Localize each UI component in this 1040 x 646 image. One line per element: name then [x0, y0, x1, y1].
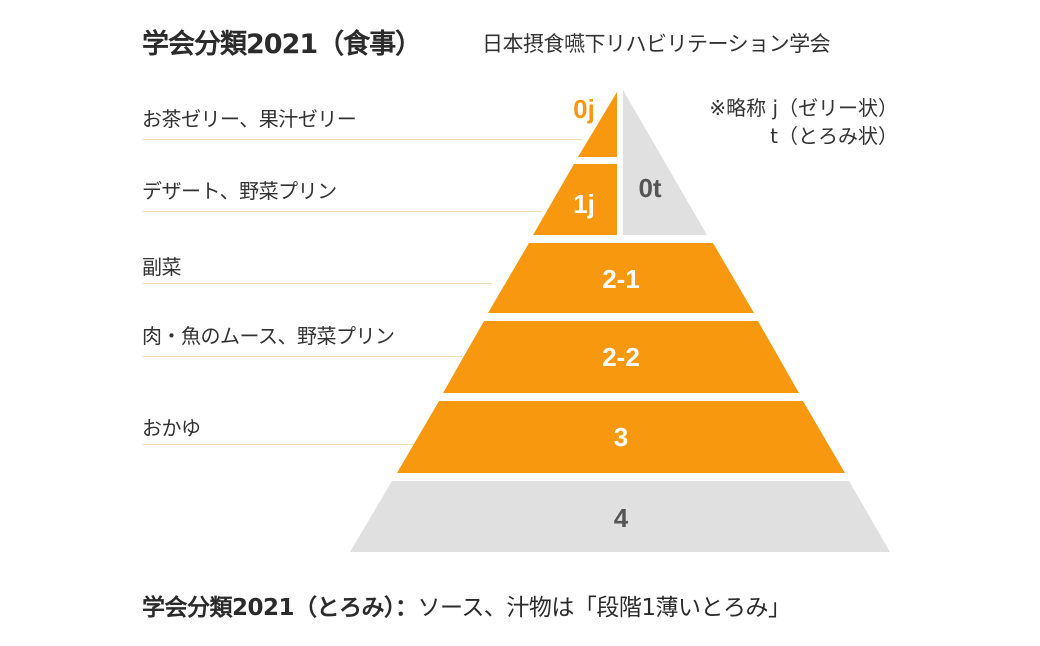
thickness-footnote: 学会分類2021（とろみ）：ソース、汁物は「段階1薄いとろみ」 [142, 588, 791, 622]
tier-2-1 [488, 243, 754, 313]
divider-rule [142, 444, 417, 445]
note-line-thick: t（とろみ状） [770, 124, 898, 148]
food-label-2-1: 副菜 [142, 255, 182, 279]
food-label-2-2: 肉・魚のムース、野菜プリン [142, 324, 395, 348]
organization-name: 日本摂食嚥下リハビリテーション学会 [482, 32, 831, 56]
food-label-0j: お茶ゼリー、果汁ゼリー [142, 107, 357, 131]
tier-label-2-2: 2-2 [602, 342, 640, 372]
food-label-3: おかゆ [142, 416, 201, 440]
note-line-jelly: ※略称 j（ゼリー状） [709, 96, 898, 120]
tier-1j [533, 164, 617, 235]
food-label-1j: デザート、野菜プリン [142, 179, 337, 203]
footnote-body: ソース、汁物は「段階1薄いとろみ」 [417, 595, 791, 621]
tier-label-1j: 1j [573, 189, 595, 219]
tier-label-0t: 0t [638, 173, 661, 203]
tier-2-2 [443, 321, 799, 393]
tier-0j [578, 92, 617, 157]
tier-label-3: 3 [614, 422, 628, 452]
divider-rule [142, 211, 542, 212]
divider-rule [142, 139, 582, 140]
page-title: 学会分類2021（食事） [142, 29, 422, 60]
tier-label-4: 4 [614, 503, 629, 533]
divider-rule [142, 356, 462, 357]
tier-0t [623, 90, 707, 235]
tier-label-2-1: 2-1 [602, 264, 640, 294]
tier-3 [397, 401, 845, 473]
tier-4 [350, 481, 890, 552]
tier-label-0j: 0j [573, 94, 595, 124]
divider-rule [142, 283, 492, 284]
abbreviation-note: ※略称 j（ゼリー状） t（とろみ状） [709, 94, 898, 150]
footnote-heading: 学会分類2021（とろみ）： [142, 595, 418, 621]
